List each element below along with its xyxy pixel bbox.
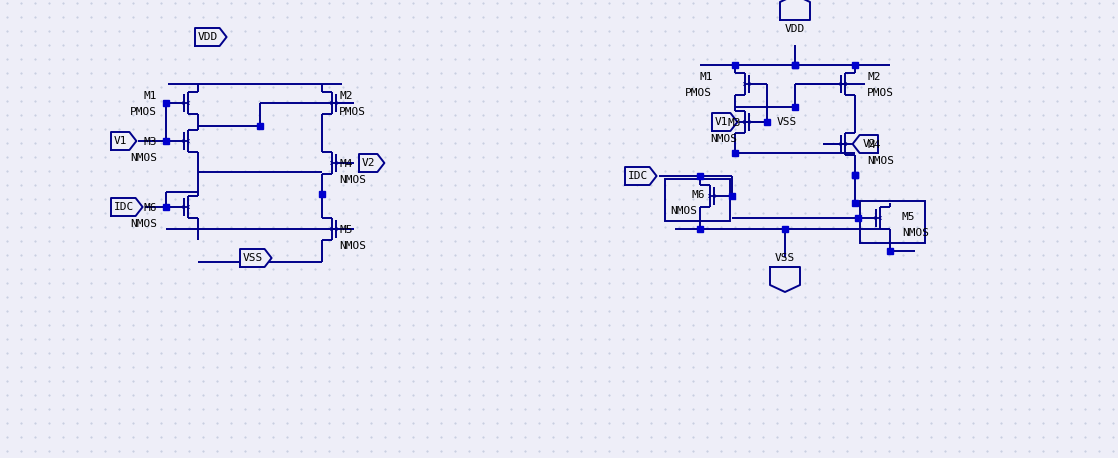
Text: PMOS: PMOS [866, 88, 894, 98]
Text: NMOS: NMOS [710, 134, 737, 144]
Text: M6: M6 [692, 190, 705, 200]
Text: M1: M1 [143, 91, 157, 101]
Text: PMOS: PMOS [339, 107, 366, 117]
Text: VDD: VDD [785, 24, 805, 34]
Polygon shape [240, 249, 272, 267]
Text: NMOS: NMOS [130, 153, 157, 163]
Text: M5: M5 [902, 212, 916, 222]
Text: M1: M1 [700, 72, 713, 82]
Polygon shape [853, 135, 878, 153]
Text: NMOS: NMOS [130, 219, 157, 229]
Polygon shape [111, 198, 143, 216]
Text: V2: V2 [362, 158, 376, 168]
Text: NMOS: NMOS [670, 206, 697, 216]
Polygon shape [780, 0, 811, 20]
Text: VDD: VDD [198, 32, 218, 42]
Polygon shape [712, 113, 738, 131]
Text: V1: V1 [114, 136, 127, 146]
Polygon shape [770, 267, 800, 292]
Text: NMOS: NMOS [339, 175, 366, 185]
Text: PMOS: PMOS [130, 107, 157, 117]
Text: M2: M2 [866, 72, 881, 82]
Polygon shape [625, 167, 656, 185]
Polygon shape [111, 132, 136, 150]
Text: M6: M6 [143, 203, 157, 213]
Text: VSS: VSS [775, 253, 795, 263]
Polygon shape [195, 28, 227, 46]
Text: PMOS: PMOS [685, 88, 712, 98]
Text: NMOS: NMOS [339, 241, 366, 251]
Text: M2: M2 [339, 91, 352, 101]
Polygon shape [359, 154, 385, 172]
Text: M5: M5 [339, 225, 352, 235]
Text: M3: M3 [727, 118, 740, 128]
Text: V2: V2 [863, 139, 877, 149]
Text: NMOS: NMOS [866, 156, 894, 166]
Text: NMOS: NMOS [902, 228, 929, 238]
Text: M4: M4 [866, 140, 881, 150]
Text: M4: M4 [339, 159, 352, 169]
Text: VSS: VSS [777, 117, 797, 127]
Text: IDC: IDC [114, 202, 134, 212]
Text: V1: V1 [716, 117, 729, 127]
Text: IDC: IDC [628, 171, 648, 181]
Text: M3: M3 [143, 137, 157, 147]
Text: VSS: VSS [243, 253, 263, 263]
